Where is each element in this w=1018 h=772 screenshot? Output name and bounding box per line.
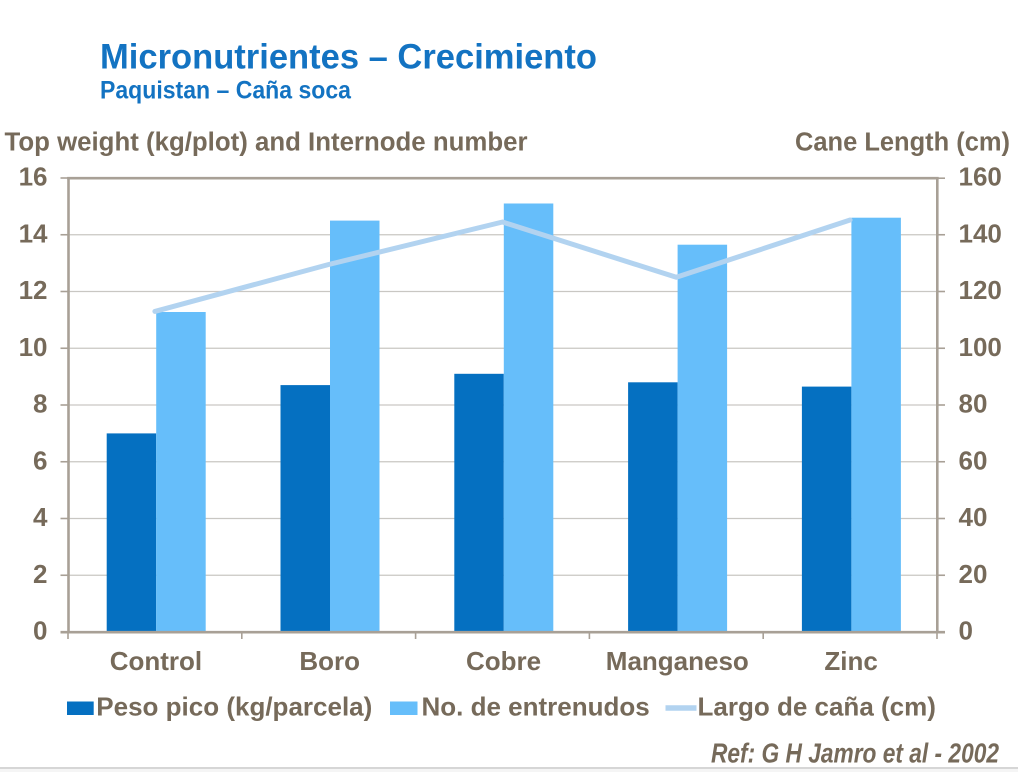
- svg-text:160: 160: [959, 162, 1002, 192]
- svg-text:Cobre: Cobre: [466, 646, 541, 676]
- svg-text:120: 120: [959, 275, 1002, 305]
- svg-text:Peso pico (kg/parcela): Peso pico (kg/parcela): [96, 692, 372, 722]
- svg-text:Top weight (kg/plot) and Inter: Top weight (kg/plot) and Internode numbe…: [5, 129, 528, 157]
- svg-text:No. de entrenudos: No. de entrenudos: [422, 692, 650, 722]
- svg-text:Ref: G H Jamro et al - 2002: Ref: G H Jamro et al - 2002: [711, 738, 999, 769]
- svg-text:Control: Control: [110, 646, 202, 676]
- svg-text:60: 60: [959, 445, 988, 475]
- svg-text:40: 40: [959, 502, 988, 532]
- svg-text:10: 10: [19, 332, 48, 362]
- svg-text:Zinc: Zinc: [824, 646, 877, 676]
- svg-text:140: 140: [959, 218, 1002, 248]
- svg-text:Largo de caña (cm): Largo de caña (cm): [698, 692, 936, 722]
- svg-text:Micronutrientes – Crecimiento: Micronutrientes – Crecimiento: [100, 37, 597, 77]
- svg-text:20: 20: [959, 559, 988, 589]
- svg-text:14: 14: [19, 218, 48, 248]
- svg-text:0: 0: [959, 616, 973, 646]
- svg-text:Paquistan – Caña soca: Paquistan – Caña soca: [100, 77, 352, 105]
- svg-text:6: 6: [33, 445, 47, 475]
- svg-text:Boro: Boro: [299, 646, 360, 676]
- svg-text:2: 2: [33, 559, 47, 589]
- svg-text:Manganeso: Manganeso: [606, 646, 749, 676]
- svg-text:80: 80: [959, 389, 988, 419]
- svg-text:100: 100: [959, 332, 1002, 362]
- svg-text:12: 12: [19, 275, 48, 305]
- svg-text:Cane Length (cm): Cane Length (cm): [795, 129, 1010, 157]
- svg-text:0: 0: [33, 616, 47, 646]
- svg-text:8: 8: [33, 389, 47, 419]
- svg-text:16: 16: [19, 162, 48, 192]
- svg-text:4: 4: [33, 502, 48, 532]
